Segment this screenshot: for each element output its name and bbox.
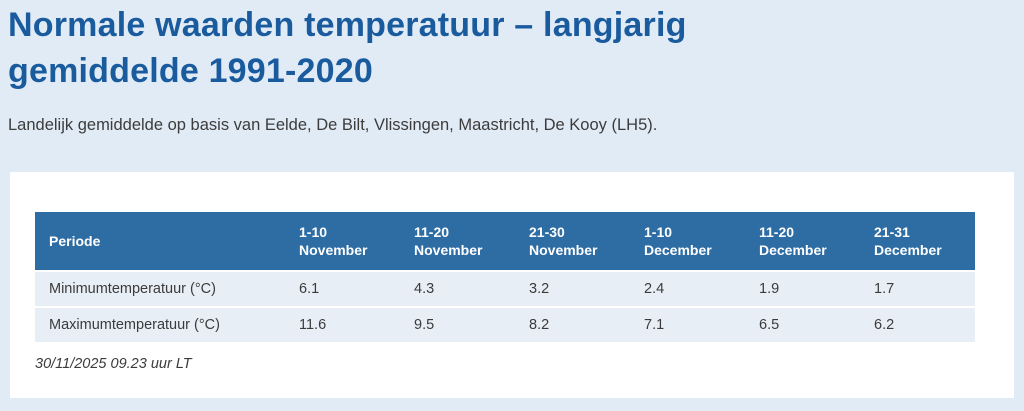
page-header: Normale waarden temperatuur – langjarig …: [0, 0, 1024, 136]
table-cell: 1.7: [874, 281, 895, 297]
column-header-range: 1-10: [644, 224, 673, 240]
table-cell: 4.3: [414, 281, 435, 297]
column-header-range: 11-20: [759, 224, 795, 240]
timestamp: 30/11/2025 09.23 uur LT: [35, 356, 192, 372]
table-row-minimum: Minimumtemperatuur (°C) 6.1 4.3 3.2 2.4 …: [35, 271, 975, 307]
column-header-dec-2: 11-20 December: [745, 212, 860, 271]
page-subtitle: Landelijk gemiddelde op basis van Eelde,…: [8, 116, 658, 134]
table-cell: 1.9: [759, 281, 780, 297]
column-header-month: December: [759, 242, 827, 258]
column-header-dec-3: 21-31 December: [860, 212, 975, 271]
column-header-range: 1-10: [299, 224, 328, 240]
row-label-minimum: Minimumtemperatuur (°C): [49, 281, 216, 297]
column-header-nov-1: 1-10 November: [285, 212, 400, 271]
column-header-range: 21-30: [529, 224, 565, 240]
column-header-range: 11-20: [414, 224, 450, 240]
table-cell: 2.4: [644, 281, 665, 297]
table-cell: 8.2: [529, 317, 550, 333]
table-header-row: Periode 1-10 November 11-20 November 21-…: [35, 212, 975, 271]
table-cell: 6.1: [299, 281, 320, 297]
table-cell: 3.2: [529, 281, 550, 297]
column-header-month: November: [414, 242, 483, 258]
table-cell: 7.1: [644, 317, 665, 333]
page-title-line2: gemiddelde 1991-2020: [8, 52, 373, 90]
table-cell: 6.2: [874, 317, 895, 333]
table-row-maximum: Maximumtemperatuur (°C) 11.6 9.5 8.2 7.1…: [35, 307, 975, 342]
page: Normale waarden temperatuur – langjarig …: [0, 0, 1024, 398]
column-header-periode: Periode: [35, 212, 285, 271]
column-header-range: 21-31: [874, 224, 910, 240]
temperature-table: Periode 1-10 November 11-20 November 21-…: [35, 212, 975, 342]
table-cell: 9.5: [414, 317, 435, 333]
column-header-dec-1: 1-10 December: [630, 212, 745, 271]
column-header-month: December: [874, 242, 942, 258]
column-header-month: December: [644, 242, 712, 258]
table-cell: 6.5: [759, 317, 780, 333]
column-header-month: November: [299, 242, 368, 258]
content-card: Periode 1-10 November 11-20 November 21-…: [10, 172, 1014, 398]
column-header-month: November: [529, 242, 598, 258]
row-label-maximum: Maximumtemperatuur (°C): [49, 317, 220, 333]
column-header-nov-3: 21-30 November: [515, 212, 630, 271]
table-cell: 11.6: [299, 317, 327, 333]
page-title: Normale waarden temperatuur – langjarig …: [8, 2, 1012, 94]
page-title-line1: Normale waarden temperatuur – langjarig: [8, 6, 687, 44]
column-header-nov-2: 11-20 November: [400, 212, 515, 271]
